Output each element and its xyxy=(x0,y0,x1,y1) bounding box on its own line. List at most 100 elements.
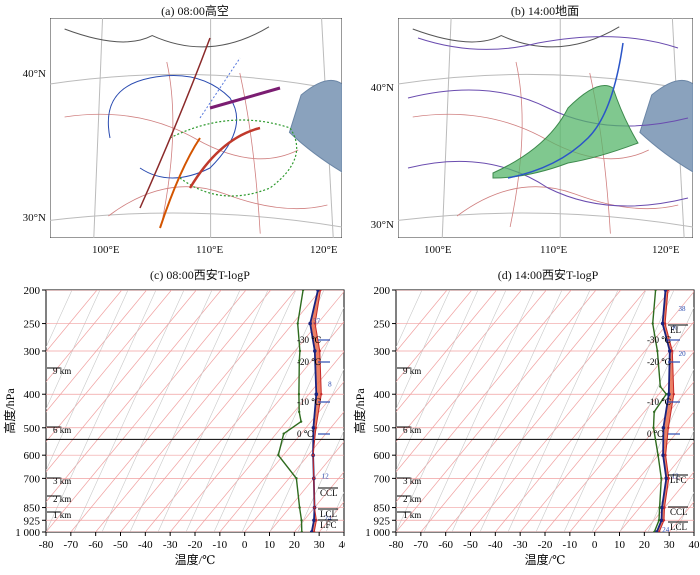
y-tick-label: 925 xyxy=(24,515,41,527)
dewpoint-point xyxy=(300,530,303,532)
dewpoint-point xyxy=(298,349,302,353)
parcel-point xyxy=(666,290,670,292)
isotherm-label: -30 ℃ xyxy=(297,335,321,345)
temperature-point xyxy=(661,425,666,430)
parcel-point xyxy=(312,477,316,480)
isotherm-label: -10 ℃ xyxy=(647,397,671,407)
x-tick-label: -80 xyxy=(389,539,404,551)
dewpoint-point xyxy=(299,420,303,423)
border-line xyxy=(64,26,270,48)
dry-adiabat xyxy=(297,430,344,532)
parcel-point xyxy=(315,519,318,522)
graticule-line xyxy=(49,212,343,228)
map-a xyxy=(49,17,343,239)
curve-value-label: 36 xyxy=(671,323,679,331)
plot-inner xyxy=(46,290,344,532)
height-label: 1 km xyxy=(53,510,71,520)
x-tick-label: 30 xyxy=(664,539,676,551)
isobar xyxy=(417,36,679,50)
temperature-point xyxy=(666,392,671,397)
dry-adiabat xyxy=(73,290,185,532)
lon-label-110: 110°E xyxy=(196,244,224,256)
parcel-point xyxy=(671,349,674,353)
isotherm-line xyxy=(169,321,344,532)
dewpoint-point xyxy=(652,410,656,414)
map-b-canvas xyxy=(397,17,694,239)
dewpoint-point xyxy=(652,426,655,429)
lon-label-110-b: 110°E xyxy=(540,244,568,256)
y-axis-title: 高度/hPa xyxy=(352,388,367,434)
y-tick-label: 1 000 xyxy=(365,527,390,539)
dewpoint-point xyxy=(657,519,661,522)
x-tick-label: -50 xyxy=(463,539,478,551)
temperature-point xyxy=(312,518,316,523)
y-tick-label: 1 000 xyxy=(15,527,40,539)
temperature-point xyxy=(313,349,317,353)
dewpoint-point xyxy=(300,519,303,522)
dewpoint-point xyxy=(296,322,299,325)
trough-line-orange xyxy=(159,137,201,229)
skewt-plot: -30 ℃ -20 ℃ -10 ℃ 0 ℃ 9 km 6 km 3 km 2 km 1 km 37… xyxy=(2,285,345,567)
isotherm-line xyxy=(46,290,172,443)
dewpoint-point xyxy=(656,453,660,457)
y-tick-label: 850 xyxy=(374,503,391,515)
parcel-point xyxy=(318,349,321,353)
isotherm-line xyxy=(396,290,547,473)
parcel-point xyxy=(667,477,670,480)
dewpoint-point xyxy=(658,506,661,509)
dewpoint-point xyxy=(653,530,656,532)
parcel-point xyxy=(658,530,661,532)
dry-adiabat xyxy=(396,290,451,410)
x-tick-label: -40 xyxy=(138,539,153,551)
temperature-point xyxy=(660,321,665,326)
sea-area xyxy=(639,79,694,173)
curve-value-label: 20 xyxy=(679,350,687,358)
dry-adiabat xyxy=(46,290,157,532)
temperature-point xyxy=(309,530,314,532)
level-label-lcl: LCL xyxy=(320,509,337,519)
temperature-point xyxy=(316,290,320,292)
isotherm-line xyxy=(219,381,344,532)
y-tick-label: 400 xyxy=(24,389,41,401)
x-tick-label: 20 xyxy=(639,539,651,551)
x-tick-label: 0 xyxy=(592,539,598,551)
province-border xyxy=(239,72,261,234)
isotherm-line xyxy=(470,290,671,532)
temperature-point xyxy=(663,290,668,292)
skewt-plot: -30 ℃ -20 ℃ -10 ℃ 0 ℃ 9 km 6 km 3 km 2 km 1 km 38… xyxy=(352,285,700,567)
skewt-c: -30 ℃ -20 ℃ -10 ℃ 0 ℃ 9 km 6 km 3 km 2 km 1 km 37… xyxy=(2,285,345,567)
level-label-ccl: CCL xyxy=(670,507,688,517)
parcel-point xyxy=(311,453,315,457)
dewpoint-curve xyxy=(651,290,668,532)
x-tick-label: -20 xyxy=(538,539,553,551)
dry-adiabat xyxy=(535,290,647,532)
dewpoint-point xyxy=(298,506,301,509)
x-tick-label: 10 xyxy=(264,539,276,551)
isotherm-line xyxy=(194,351,344,532)
isotherm-line xyxy=(594,411,694,532)
x-tick-label: -10 xyxy=(212,539,227,551)
isotherm-line xyxy=(396,290,497,413)
lon-label-120: 120°E xyxy=(310,244,338,256)
isotherm-line xyxy=(519,321,694,532)
dry-adiabat xyxy=(157,290,269,532)
province-border xyxy=(509,61,523,228)
y-tick-label: 700 xyxy=(24,473,41,485)
isotherm-label: 0 ℃ xyxy=(647,429,664,439)
lat-label-40-b: 40°N xyxy=(370,82,394,94)
graticule-line xyxy=(93,17,104,239)
panel-d-title: (d) 14:00西安T-logP xyxy=(497,268,599,282)
isotherm-line xyxy=(46,290,222,503)
cape-area xyxy=(656,290,674,532)
y-tick-label: 300 xyxy=(374,346,391,358)
dewpoint-point xyxy=(277,453,280,457)
isotherm-line xyxy=(269,441,344,532)
lon-label-120-b: 120°E xyxy=(652,244,680,256)
level-label-lcl: LCL xyxy=(670,522,687,532)
curve-value-label: 37 xyxy=(313,318,321,326)
lon-label-100-b: 100°E xyxy=(424,244,452,256)
temperature-point xyxy=(311,425,316,430)
dry-adiabat xyxy=(46,290,129,472)
dry-adiabat xyxy=(213,290,325,532)
isobar xyxy=(407,160,689,207)
